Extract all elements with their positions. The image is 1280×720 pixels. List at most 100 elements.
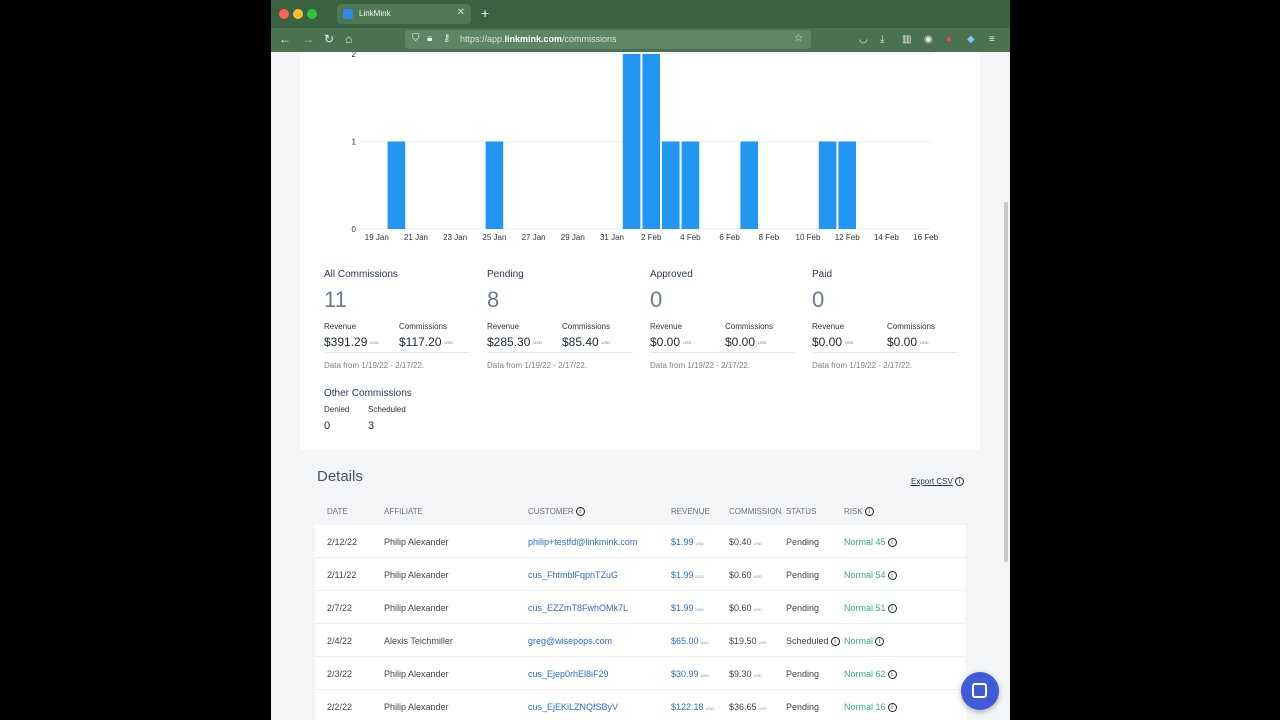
stat-title: Approved: [650, 269, 693, 280]
revenue-cell: $1.99 USD: [671, 537, 704, 547]
x-tick-label: 16 Feb: [913, 233, 938, 242]
maximize-window-icon[interactable]: [307, 9, 317, 19]
stat-divider: [812, 352, 958, 353]
info-icon[interactable]: i: [575, 507, 585, 517]
chat-launcher-button[interactable]: [961, 672, 999, 710]
risk-cell: Normal 16 i: [844, 702, 897, 713]
title-bar: LinkMink ✕ +: [271, 0, 1010, 28]
table-row[interactable]: 2/2/22 Philip Alexander cus_EjEKiLZNQfSByV…: [315, 690, 966, 720]
table-row[interactable]: 2/12/22 Philip Alexander philip+testfd@lin…: [315, 525, 966, 558]
customer-link[interactable]: cus_Ejep0rhEl8iF29: [528, 669, 609, 679]
x-tick-label: 2 Feb: [641, 233, 662, 242]
date-cell: 2/12/22: [327, 537, 358, 547]
chart-bar: [622, 54, 641, 229]
column-header-customer[interactable]: CUSTOMER i: [528, 507, 585, 517]
revenue-value: $0.00 USD: [650, 335, 692, 349]
column-header-status[interactable]: STATUS: [786, 507, 817, 516]
denied-value: 0: [324, 420, 331, 432]
url-text[interactable]: https://app.linkmink.com/commissions: [460, 34, 617, 44]
column-header-affiliate[interactable]: AFFILIATE: [384, 507, 423, 516]
bookmark-star-icon[interactable]: ☆: [794, 33, 803, 44]
shield-icon[interactable]: ⛉: [412, 33, 420, 44]
column-header-commission[interactable]: COMMISSION: [729, 507, 782, 516]
browser-tab[interactable]: LinkMink ✕: [337, 4, 471, 24]
extension-icon[interactable]: ◉: [924, 34, 933, 45]
commissions-value: $0.00 USD: [887, 335, 929, 349]
chart-bar: [485, 141, 504, 229]
home-icon[interactable]: ⌂: [345, 32, 353, 46]
stat-count: 8: [487, 287, 500, 312]
risk-cell: Normal 62 i: [844, 669, 897, 680]
chart-bar: [662, 141, 680, 229]
info-icon[interactable]: i: [864, 507, 874, 517]
affiliate-cell: Philip Alexander: [384, 669, 449, 679]
page-content: 2 1 0 19 Jan 21 Jan 23 Jan 25 Jan 27 Jan 29 Jan 3…: [271, 52, 1010, 720]
favicon-icon: [343, 9, 353, 19]
revenue-cell: $122.18 USD: [671, 702, 714, 712]
chat-icon: [972, 683, 987, 698]
new-tab-icon[interactable]: +: [481, 5, 490, 21]
customer-link[interactable]: cus_EZZmT8FwhOMk7L: [528, 603, 629, 613]
x-tick-label: 21 Jan: [404, 233, 428, 242]
revenue-value: $0.00 USD: [812, 335, 854, 349]
risk-info-icon[interactable]: i: [875, 637, 885, 647]
risk-info-icon[interactable]: i: [887, 604, 897, 614]
commission-cell: $19.50 USD: [729, 636, 767, 646]
key-icon[interactable]: ⚷: [443, 33, 451, 44]
commissions-bar-chart: 2 1 0 19 Jan 21 Jan 23 Jan 25 Jan 27 Jan 29 Jan 3…: [352, 52, 939, 242]
table-row[interactable]: 2/11/22 Philip Alexander cus_FhtmblFqpnTZu…: [315, 558, 966, 591]
customer-link[interactable]: philip+testfd@linkmink.com: [528, 537, 638, 547]
x-tick-label: 4 Feb: [680, 233, 701, 242]
risk-cell: Normal 54 i: [844, 570, 897, 581]
table-row[interactable]: 2/3/22 Philip Alexander cus_Ejep0rhEl8iF29…: [315, 657, 966, 690]
tab-close-icon[interactable]: ✕: [456, 7, 465, 18]
risk-info-icon[interactable]: i: [887, 703, 897, 713]
column-header-revenue[interactable]: REVENUE: [671, 507, 710, 516]
risk-info-icon[interactable]: i: [887, 571, 897, 581]
back-icon[interactable]: ←: [279, 32, 291, 46]
risk-info-icon[interactable]: i: [887, 670, 897, 680]
sidebar-icon[interactable]: ▥: [902, 34, 912, 45]
column-header-date[interactable]: DATE: [327, 507, 348, 516]
minimize-window-icon[interactable]: [293, 9, 303, 19]
customer-link[interactable]: cus_EjEKiLZNQfSByV: [528, 702, 619, 712]
date-range: Data from 1/19/22 - 2/17/22.: [650, 361, 751, 370]
revenue-cell: $30.99 USD: [671, 669, 709, 679]
table-row[interactable]: 2/4/22 Alexis Teichmiller greg@wisepops.co…: [315, 624, 966, 657]
customer-link[interactable]: greg@wisepops.com: [528, 636, 613, 646]
chart-bar: [681, 141, 700, 229]
risk-cell: Normal 51 i: [844, 603, 897, 614]
export-info-icon[interactable]: i: [954, 477, 964, 487]
commissions-value: $117.20 USD: [399, 335, 453, 349]
x-tick-label: 23 Jan: [443, 233, 467, 242]
customer-link[interactable]: cus_FhtmblFqpnTZuG: [528, 570, 619, 580]
details-title: Details: [317, 468, 363, 485]
x-tick-label: 25 Jan: [482, 233, 506, 242]
commissions-label: Commissions: [399, 322, 448, 331]
extension-gem-icon[interactable]: ◆: [967, 34, 975, 45]
status-info-icon[interactable]: i: [830, 637, 840, 647]
other-commissions-title: Other Commissions: [324, 388, 412, 399]
table-row[interactable]: 2/7/22 Philip Alexander cus_EZZmT8FwhOMk7L…: [315, 591, 966, 624]
url-bar[interactable]: ⛉ 🔒︎ ⚷ https://app.linkmink.com/commissi…: [405, 30, 811, 49]
forward-icon[interactable]: →: [302, 32, 314, 46]
menu-icon[interactable]: ≡: [989, 34, 995, 45]
risk-info-icon[interactable]: i: [887, 538, 897, 548]
extension-badge-icon[interactable]: ●: [946, 34, 953, 45]
revenue-cell: $65.00 USD: [671, 636, 709, 646]
y-tick-label: 1: [352, 138, 357, 147]
export-csv-link[interactable]: Export CSV i: [911, 477, 964, 487]
stat-count: 0: [812, 287, 825, 312]
reload-icon[interactable]: ↻: [324, 32, 335, 46]
status-cell: Pending: [786, 603, 820, 613]
stat-title: All Commissions: [324, 269, 398, 280]
stat-divider: [650, 352, 796, 353]
column-header-risk[interactable]: RISK i: [844, 507, 874, 517]
download-icon[interactable]: ⤓: [880, 34, 885, 45]
revenue-label: Revenue: [487, 322, 520, 331]
stat-title: Paid: [812, 269, 833, 280]
pocket-icon[interactable]: ◡: [859, 34, 868, 45]
close-window-icon[interactable]: [279, 9, 289, 19]
lock-icon[interactable]: 🔒︎: [427, 33, 433, 44]
page-scrollbar[interactable]: [1004, 202, 1008, 562]
